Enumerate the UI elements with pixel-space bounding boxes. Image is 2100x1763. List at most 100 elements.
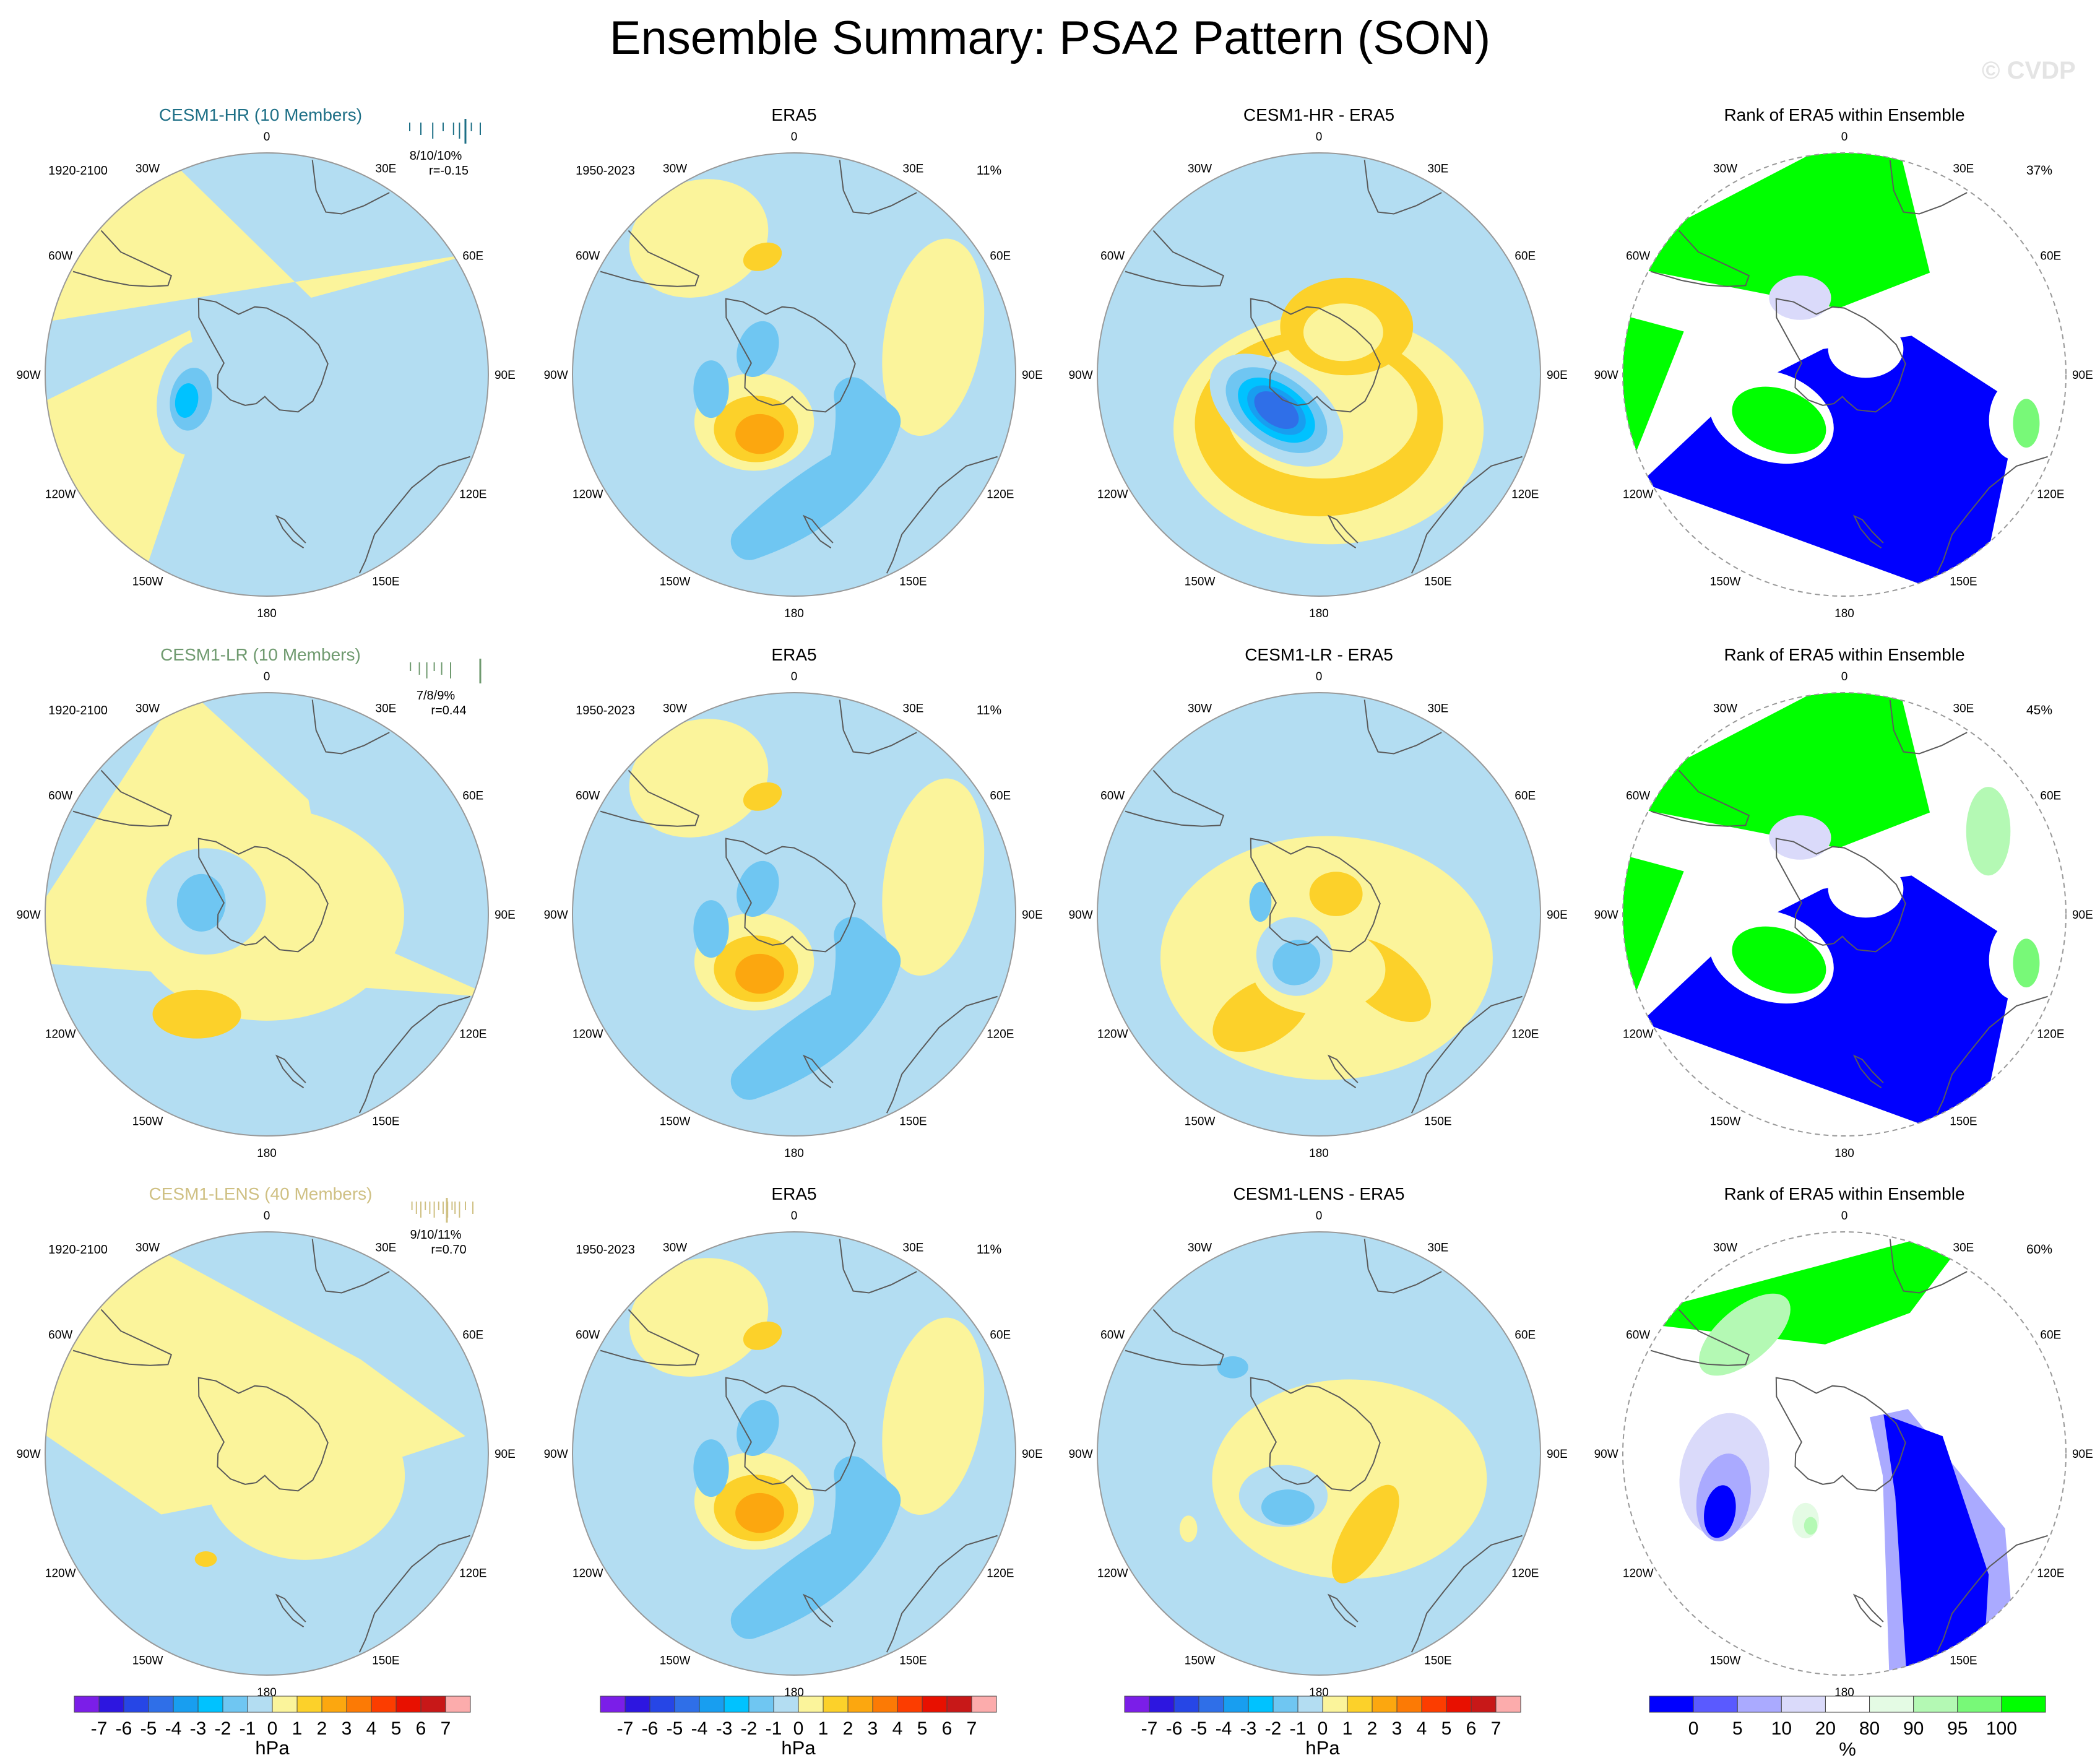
colorbar-tick-label: 2	[317, 1718, 327, 1739]
lon-label-60e: 60E	[462, 250, 483, 263]
colorbar-tick-label: 10	[1771, 1718, 1792, 1739]
colorbar-swatch	[2001, 1696, 2046, 1713]
anomaly-contour	[693, 360, 729, 418]
variance-pct-label: 45%	[2026, 703, 2052, 717]
polar-field	[573, 693, 1016, 1136]
lon-label-30w: 30W	[1713, 703, 1737, 716]
colorbar-swatch	[1149, 1696, 1175, 1713]
model-title: CESM1-HR (10 Members)	[159, 105, 362, 124]
obs-title: ERA5	[771, 645, 816, 664]
lon-label-150e: 150E	[899, 1654, 927, 1667]
variance-pct-label: 11%	[977, 703, 1001, 717]
lon-label-180: 180	[257, 1147, 277, 1160]
lon-label-90w: 90W	[17, 369, 41, 382]
diff-title: CESM1-HR - ERA5	[1243, 105, 1394, 124]
colorbar-unit-label: hPa	[781, 1737, 816, 1759]
lon-label-120e: 120E	[2037, 1567, 2064, 1580]
lon-label-120e: 120E	[987, 1028, 1014, 1041]
lon-label-120w: 120W	[45, 488, 76, 501]
colorbar-swatch	[748, 1696, 774, 1713]
anomaly-contour	[1804, 1517, 1818, 1535]
lon-label-180: 180	[1834, 607, 1854, 620]
colorbar-swatch	[1495, 1696, 1521, 1713]
lon-label-30w: 30W	[1188, 1242, 1212, 1255]
south-america-coastline	[72, 769, 173, 827]
lon-label-90w: 90W	[17, 909, 41, 922]
colorbar-swatch	[624, 1696, 650, 1713]
panel-model-row2: 0 180 30W 30E 60W 60E 90W 90E 120W 120E 150W 150E CE…	[17, 645, 516, 1160]
colorbar-swatch	[649, 1696, 675, 1713]
rank-title: Rank of ERA5 within Ensemble	[1724, 1184, 1964, 1203]
period-label: 1950-2023	[576, 164, 635, 178]
anomaly-contour	[1828, 860, 1904, 918]
antarctica-coastline	[1775, 838, 1906, 953]
colorbar-swatch	[222, 1696, 248, 1713]
colorbar-swatch	[971, 1696, 997, 1713]
colorbar-hpa-2: -7 -6 -5 -4 -3 -2 -1 0 1 2 3 4 5 6 7 hPa	[600, 1696, 997, 1759]
colorbar-tick-label: 6	[416, 1718, 426, 1739]
lon-label-120e: 120E	[459, 1028, 486, 1041]
polar-field	[1097, 1232, 1540, 1675]
colorbar-swatch	[197, 1696, 223, 1713]
anomaly-contour	[1699, 1293, 1791, 1376]
colorbar-tick-label: -6	[642, 1718, 659, 1739]
colorbar-tick-label: 1	[1342, 1718, 1353, 1739]
colorbar-tick-label: 3	[342, 1718, 352, 1739]
lon-label-90w: 90W	[1594, 369, 1618, 382]
lon-label-90w: 90W	[544, 909, 568, 922]
colorbar-swatch	[1297, 1696, 1323, 1713]
lon-label-120e: 120E	[1511, 488, 1539, 501]
colorbar-swatch	[148, 1696, 174, 1713]
lon-label-60e: 60E	[990, 1329, 1011, 1342]
panel-diff-row2: 0 180 30W 30E 60W 60E 90W 90E 120W 120E 150W 150E CE…	[1069, 645, 1568, 1160]
pattern-correlation-label: r=0.70	[431, 1243, 466, 1257]
lon-label-60w: 60W	[1626, 1329, 1650, 1342]
lon-label-90e: 90E	[1022, 369, 1043, 382]
antarctica-coastline	[725, 838, 856, 953]
lon-label-60w: 60W	[576, 790, 600, 803]
anomaly-contour	[737, 321, 779, 378]
colorbar-swatch	[445, 1696, 471, 1713]
antarctica-coastline	[1250, 1377, 1381, 1492]
south-america-coastline	[1125, 230, 1225, 287]
africa-coastline	[1363, 700, 1442, 755]
polar-field	[45, 1232, 488, 1675]
new-zealand-coastline	[802, 1054, 834, 1088]
lon-label-60e: 60E	[1515, 250, 1536, 263]
lon-label-150w: 150W	[1710, 1115, 1741, 1128]
africa-coastline	[1889, 1239, 1968, 1294]
lon-label-120w: 120W	[1623, 1028, 1654, 1041]
new-zealand-coastline	[802, 514, 834, 548]
colorbar-swatch	[1446, 1696, 1472, 1713]
anomaly-contour	[1966, 787, 2011, 876]
colorbar-hpa-3: -7 -6 -5 -4 -3 -2 -1 0 1 2 3 4 5 6 7 hPa	[1124, 1696, 1521, 1759]
lon-label-30e: 30E	[1428, 163, 1449, 176]
anomaly-contour	[629, 1258, 769, 1377]
lon-label-120e: 120E	[1511, 1567, 1539, 1580]
australia-coastline	[358, 995, 470, 1114]
colorbar-swatch	[699, 1696, 725, 1713]
colorbar-tick-label: 0	[267, 1718, 278, 1739]
lon-label-90e: 90E	[2072, 369, 2093, 382]
polar-field	[1097, 693, 1540, 1136]
colorbar-swatch	[1649, 1696, 1694, 1713]
south-america-coastline	[600, 769, 700, 827]
anomaly-contour	[737, 1400, 779, 1457]
polar-field	[45, 153, 488, 596]
anomaly-contour	[735, 414, 784, 454]
anomaly-contour	[693, 900, 729, 958]
lon-label-90e: 90E	[1022, 909, 1043, 922]
lon-label-60w: 60W	[576, 250, 600, 263]
antarctica-coastline	[1775, 1377, 1906, 1492]
lon-label-150w: 150W	[660, 1115, 691, 1128]
colorbar-swatch	[247, 1696, 273, 1713]
anomaly-contour	[882, 778, 985, 976]
lon-label-150w: 150W	[1185, 1654, 1216, 1667]
map-boundary	[1097, 692, 1541, 1137]
antarctica-coastline	[1250, 298, 1381, 413]
antarctica-coastline	[197, 838, 329, 953]
lon-label-150e: 150E	[1424, 575, 1451, 588]
